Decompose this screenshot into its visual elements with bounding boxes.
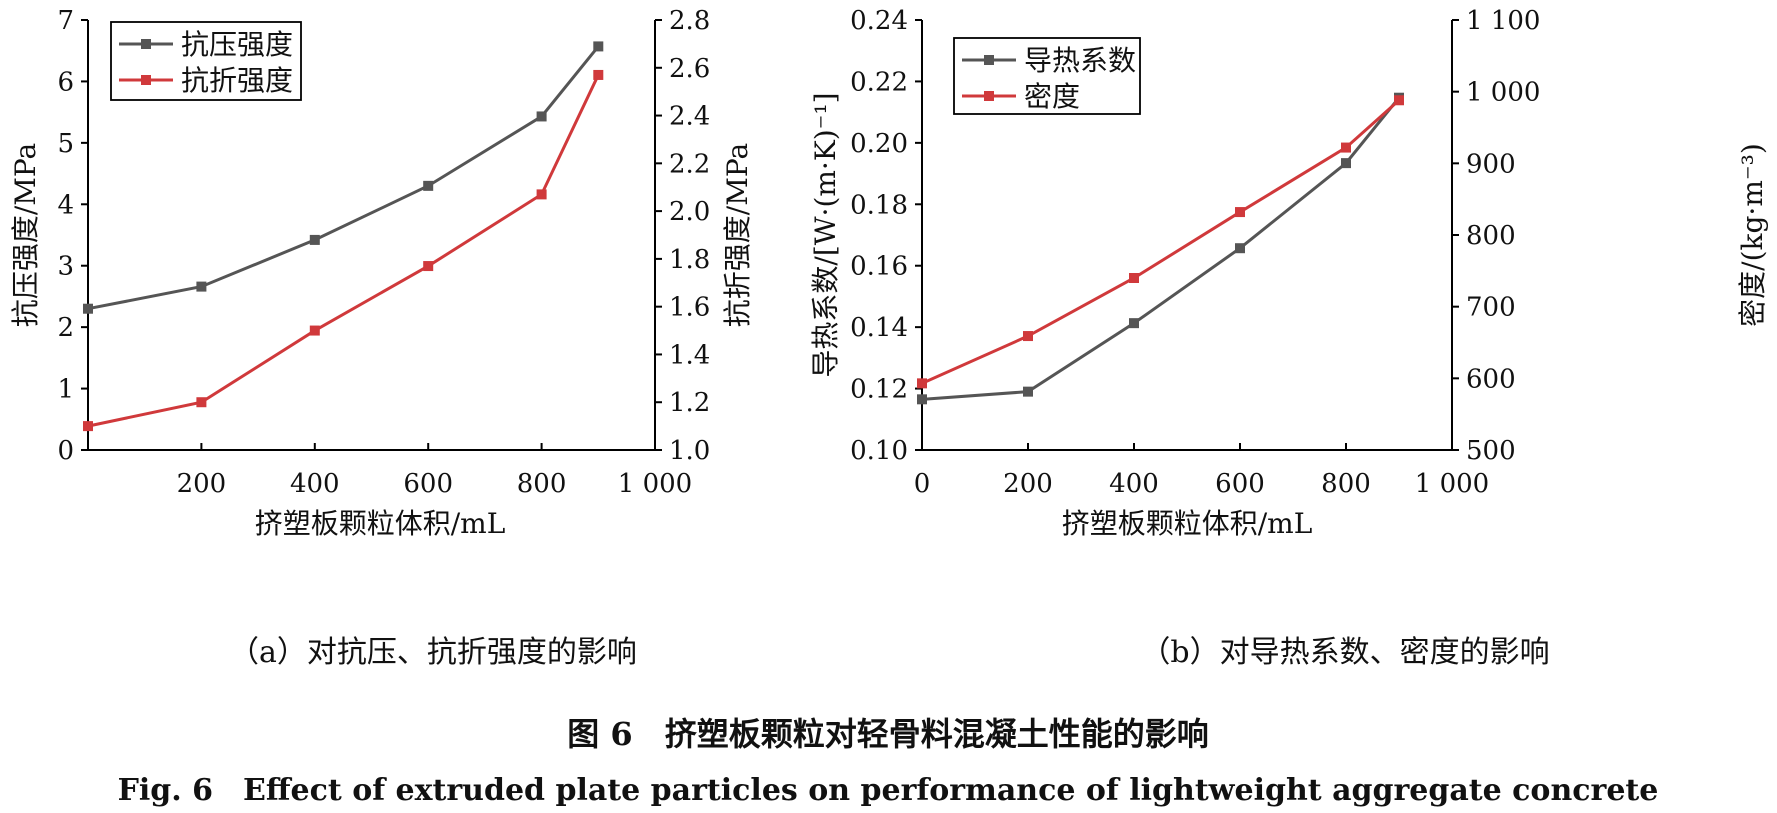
series-2-point	[1341, 142, 1351, 153]
series-2-point	[423, 261, 434, 272]
series-line-2	[87, 74, 600, 428]
y-right-tick-label: 1 000	[1466, 78, 1540, 108]
legend-label: 密度	[1024, 80, 1080, 113]
y-right-tick-label: 2.6	[669, 54, 710, 84]
y-left-tick-label: 0.12	[850, 375, 908, 405]
series-2-point	[83, 421, 93, 432]
y-axis-left-label: 导热系数/[W·(m·K)⁻¹]	[809, 92, 842, 377]
series-2-point	[196, 397, 207, 408]
y-left-tick-label: 5	[57, 129, 74, 159]
x-tick-label: 400	[1109, 469, 1159, 499]
series-2-point	[1129, 273, 1139, 283]
y-right-tick-label: 1.6	[669, 293, 710, 323]
series-line-2	[921, 99, 1400, 385]
y-left-tick-label: 0.18	[850, 190, 908, 220]
y-left-tick-label: 0.24	[850, 6, 908, 36]
y-right-tick-label: 500	[1466, 436, 1516, 466]
series-1-point	[593, 41, 604, 52]
x-axis-label: 挤塑板颗粒体积/mL	[255, 507, 506, 540]
x-tick-label: 400	[290, 469, 340, 499]
series-2-point	[1023, 331, 1033, 342]
x-axis-label: 挤塑板颗粒体积/mL	[1062, 507, 1313, 540]
series-2-point	[536, 189, 547, 200]
figure-caption-cn: 图 6 挤塑板颗粒对轻骨料混凝土性能的影响	[567, 715, 1208, 753]
series-line-1	[87, 45, 600, 311]
x-tick-label: 200	[1003, 469, 1053, 499]
x-tick-label: 600	[403, 469, 453, 499]
series-1-point	[1341, 158, 1351, 169]
y-left-tick-label: 0.16	[850, 252, 908, 282]
x-tick-label: 200	[177, 469, 227, 499]
y-right-tick-label: 1.0	[669, 436, 710, 466]
y-axis-left-label: 抗压强度/MPa	[9, 143, 42, 327]
series-1-point	[423, 180, 434, 191]
series-2-point	[1394, 95, 1404, 106]
series-1-point	[1023, 386, 1033, 397]
y-right-tick-label: 800	[1466, 221, 1516, 251]
y-left-tick-label: 7	[57, 6, 74, 36]
y-right-tick-label: 2.8	[669, 6, 710, 36]
y-left-tick-label: 0.22	[850, 67, 908, 97]
y-right-tick-label: 700	[1466, 293, 1516, 323]
y-axis-right-label: 密度/(kg·m⁻³)	[1736, 143, 1769, 327]
y-left-tick-label: 2	[57, 313, 74, 343]
y-right-tick-label: 600	[1466, 364, 1516, 394]
y-right-tick-label: 1.4	[669, 340, 710, 370]
legend-label: 抗压强度	[181, 28, 293, 61]
y-right-tick-label: 1 100	[1466, 6, 1540, 36]
series-1-point	[536, 111, 547, 122]
y-left-tick-label: 6	[57, 67, 74, 97]
y-right-tick-label: 1.8	[669, 245, 710, 275]
x-tick-label: 0	[914, 469, 931, 499]
legend-swatch-marker	[984, 55, 994, 65]
y-right-tick-label: 900	[1466, 149, 1516, 179]
x-tick-label: 1 000	[618, 469, 692, 499]
subcaption-b: （b）对导热系数、密度的影响	[1140, 635, 1549, 670]
legend-box	[953, 37, 1141, 115]
legend-swatch-marker	[141, 39, 151, 49]
y-left-tick-label: 0.14	[850, 313, 908, 343]
y-left-tick-label: 0.20	[850, 129, 908, 159]
panel-b-chart: 0 200 400 600 800 1 000 0.10 0.12 0.14 0.16 0.18 0.…	[809, 6, 1769, 540]
x-tick-label: 600	[1215, 469, 1265, 499]
y-left-tick-label: 0	[57, 436, 74, 466]
y-left-tick-label: 0.10	[850, 436, 908, 466]
x-tick-label: 800	[517, 469, 567, 499]
y-right-tick-label: 2.2	[669, 149, 710, 179]
legend-swatch-marker	[984, 91, 994, 101]
y-left-tick-label: 1	[57, 375, 74, 405]
series-1-point	[1129, 318, 1139, 329]
series-2-point	[593, 69, 604, 80]
y-right-tick-label: 1.2	[669, 388, 710, 418]
y-left-tick-label: 3	[57, 252, 74, 282]
series-line-1	[921, 96, 1401, 401]
series-2-point	[1235, 207, 1245, 218]
legend-label: 抗折强度	[181, 64, 293, 97]
legend-box	[110, 21, 302, 101]
series-1-point	[1235, 243, 1245, 254]
series-1-point	[917, 394, 927, 405]
panel-a-chart: 200 400 600 800 1 000 0 1 2 3 4 5 6 7 1.0 1.2 1.4 1.6 1.8…	[9, 6, 754, 540]
y-left-tick-label: 4	[57, 190, 74, 220]
x-tick-label: 1 000	[1415, 469, 1489, 499]
series-1-point	[309, 234, 320, 245]
legend-label: 导热系数	[1024, 44, 1136, 77]
series-2-point	[917, 378, 927, 389]
x-tick-label: 800	[1321, 469, 1371, 499]
y-right-tick-label: 2.4	[669, 102, 710, 132]
series-1-point	[196, 281, 207, 292]
y-right-tick-label: 2.0	[669, 197, 710, 227]
series-1-point	[83, 303, 93, 314]
figure-caption-en: Fig. 6 Effect of extruded plate particle…	[118, 773, 1659, 808]
legend-swatch-marker	[141, 75, 151, 85]
y-axis-right-label: 抗折强度/MPa	[721, 143, 754, 327]
series-2-point	[309, 325, 320, 336]
subcaption-a: （a）对抗压、抗折强度的影响	[229, 635, 637, 670]
